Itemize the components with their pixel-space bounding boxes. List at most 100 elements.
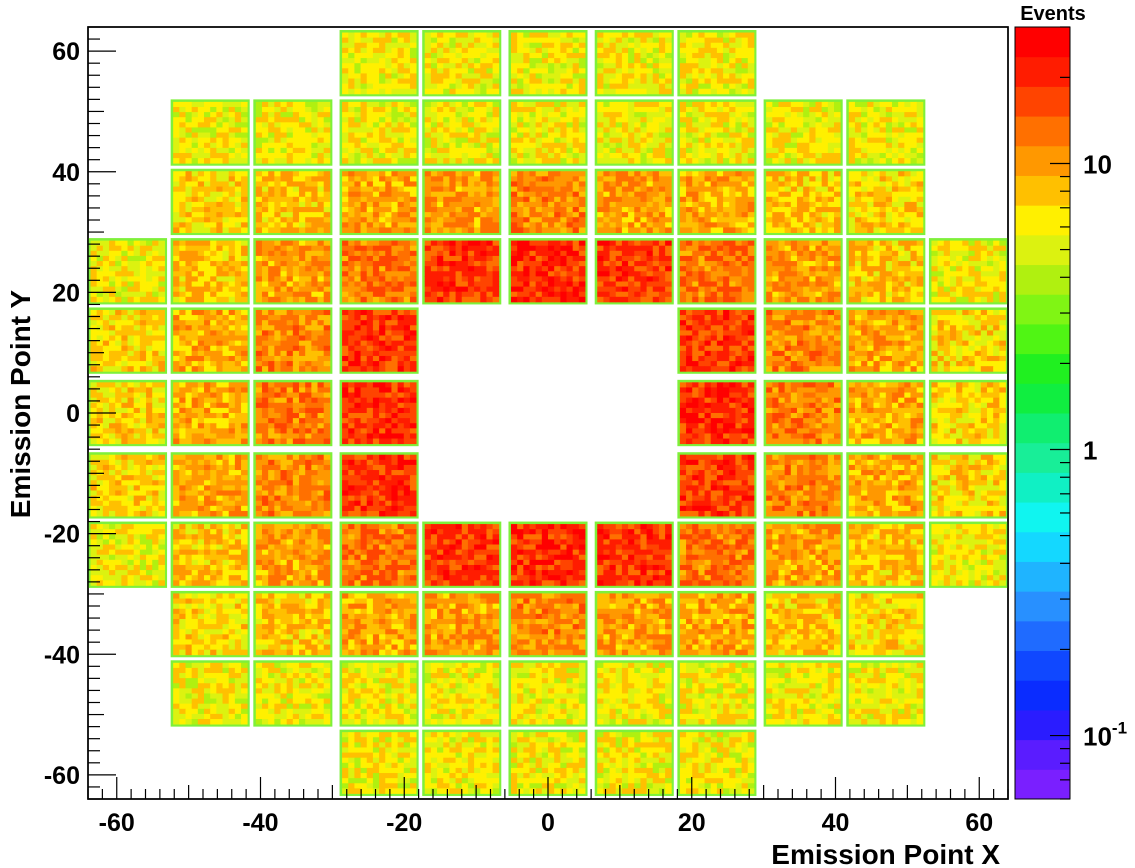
x-tick-label: 0: [541, 809, 555, 837]
detector-pixel: [846, 307, 926, 374]
x-tick-label: -20: [386, 809, 422, 837]
detector-pixel: [846, 660, 926, 727]
detector-pixel: [508, 99, 588, 166]
detector-pixel: [170, 590, 250, 658]
color-scale-bar: 10-1 1 10: [1014, 26, 1127, 800]
detector-pixel: [88, 521, 168, 588]
color-scale-segment: [1015, 116, 1070, 147]
detector-pixel: [170, 168, 250, 236]
detector-pixel: [170, 660, 250, 727]
detector-pixel: [339, 307, 419, 374]
color-scale-label: 10-1: [1083, 719, 1127, 752]
detector-pixel: [846, 99, 926, 166]
detector-pixel: [677, 521, 757, 588]
y-axis-title: Emission Point Y: [5, 290, 36, 519]
detector-pixel: [677, 660, 757, 727]
detector-pixel: [846, 452, 926, 519]
y-axis: 60 40 20 0 -20 -40 -60: [44, 26, 116, 800]
color-scale-segment: [1015, 264, 1070, 295]
detector-pixel: [677, 729, 757, 796]
detector-pixel: [88, 307, 168, 374]
detector-pixel: [339, 30, 419, 97]
detector-pixel: [763, 238, 843, 305]
color-scale-segment: [1015, 591, 1070, 622]
detector-pixel: [928, 307, 1008, 374]
x-tick-label: -40: [242, 809, 278, 837]
color-scale-segment: [1015, 383, 1070, 414]
detector-pixel: [253, 521, 333, 588]
detector-pixel: [508, 590, 588, 658]
color-scale-segment: [1015, 620, 1070, 652]
detector-pixel: [508, 30, 588, 97]
detector-pixel: [422, 168, 502, 236]
color-scale-segment: [1015, 531, 1070, 562]
detector-pixel: [339, 238, 419, 305]
detector-pixel: [763, 590, 843, 658]
detector-pixel: [170, 452, 250, 519]
detector-pixel: [253, 307, 333, 374]
detector-pixel: [846, 590, 926, 658]
color-scale-segment: [1015, 769, 1070, 800]
detector-pixel: [253, 590, 333, 658]
detector-pixel: [677, 590, 757, 658]
x-tick-label: 60: [965, 809, 993, 837]
color-scale-segment: [1015, 680, 1070, 711]
color-scale-title: Events: [1020, 3, 1086, 25]
color-scale-segment: [1015, 353, 1070, 384]
detector-pixel: [594, 660, 674, 727]
detector-pixel: [508, 521, 588, 588]
detector-pixel: [253, 238, 333, 305]
detector-pixel: [339, 729, 419, 796]
detector-pixel: [594, 238, 674, 305]
color-scale-segment: [1015, 205, 1070, 236]
detector-pixel: [339, 379, 419, 447]
detector-pixel: [422, 590, 502, 658]
detector-pixel: [253, 660, 333, 727]
detector-pixel: [422, 729, 502, 796]
detector-pixel: [508, 168, 588, 236]
detector-pixel: [594, 168, 674, 236]
detector-pixel: [928, 521, 1008, 588]
detector-pixel: [422, 238, 502, 305]
detector-pixel: [677, 379, 757, 447]
heatmap-cells: [88, 30, 1008, 796]
x-tick-label: -60: [99, 809, 135, 837]
color-scale-segment: [1015, 86, 1070, 117]
x-axis-title: Emission Point X: [771, 839, 1000, 868]
detector-pixel: [88, 379, 168, 447]
detector-pixel: [170, 307, 250, 374]
x-tick-label: 40: [822, 809, 850, 837]
color-scale-segment: [1015, 145, 1070, 176]
detector-pixel: [88, 452, 168, 519]
detector-pixel: [508, 238, 588, 305]
detector-pixel: [508, 660, 588, 727]
y-tick-label: 20: [52, 279, 80, 307]
detector-pixel: [422, 30, 502, 97]
detector-pixel: [88, 238, 168, 305]
detector-pixel: [170, 521, 250, 588]
y-tick-label: 0: [66, 400, 80, 428]
detector-pixel: [928, 238, 1008, 305]
detector-pixel: [339, 452, 419, 519]
detector-pixel: [339, 590, 419, 658]
detector-pixel: [594, 99, 674, 166]
detector-pixel: [763, 379, 843, 447]
detector-pixel: [253, 168, 333, 236]
detector-pixel: [253, 99, 333, 166]
color-scale-segment: [1015, 294, 1070, 325]
color-scale-label: 1: [1083, 436, 1097, 466]
detector-pixel: [763, 521, 843, 588]
detector-pixel: [763, 168, 843, 236]
detector-pixel: [253, 452, 333, 519]
color-scale-label: 10: [1083, 149, 1112, 179]
detector-pixel: [677, 168, 757, 236]
x-axis: -60 -40 -20 0 20 40 60: [87, 777, 1009, 837]
color-scale-segment: [1015, 27, 1070, 58]
detector-pixel: [677, 307, 757, 374]
detector-pixel: [763, 452, 843, 519]
detector-pixel: [763, 660, 843, 727]
y-tick-label: -60: [44, 762, 80, 790]
detector-pixel: [594, 729, 674, 796]
y-tick-label: 60: [52, 38, 80, 66]
